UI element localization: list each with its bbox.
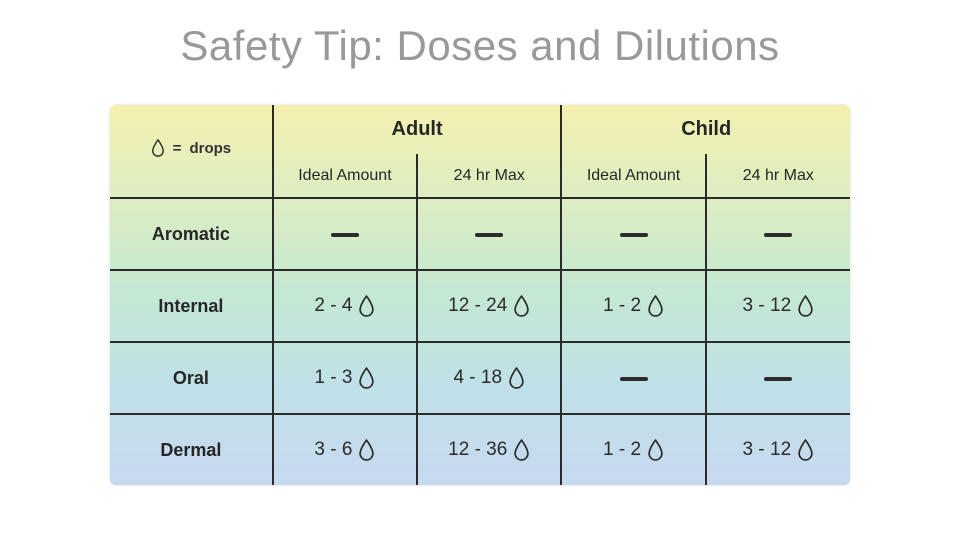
rowlabel-oral: Oral	[110, 342, 273, 414]
dash-icon	[620, 377, 648, 381]
cell-internal-child-max: 3 - 12	[706, 270, 850, 342]
cell-oral-adult-max: 4 - 18	[417, 342, 561, 414]
page-title: Safety Tip: Doses and Dilutions	[0, 22, 960, 70]
drop-icon	[513, 295, 530, 317]
cell-value: 1 - 2	[603, 295, 641, 317]
cell-oral-child-max	[706, 342, 850, 414]
drop-icon	[508, 367, 525, 389]
drops-legend: = drops	[151, 139, 231, 157]
group-header-row: = drops Adult Child	[110, 105, 850, 154]
legend-equals: =	[173, 140, 182, 157]
drop-icon	[513, 439, 530, 461]
subheader-child-ideal: Ideal Amount	[561, 154, 705, 198]
cell-value: 1 - 3	[314, 367, 352, 389]
rowlabel-aromatic: Aromatic	[110, 198, 273, 270]
row-oral: Oral 1 - 3 4 - 18	[110, 342, 850, 414]
cell-oral-child-ideal	[561, 342, 705, 414]
subheader-child-max: 24 hr Max	[706, 154, 850, 198]
cell-value: 3 - 12	[743, 295, 792, 317]
cell-dermal-child-max: 3 - 12	[706, 414, 850, 485]
cell-value: 3 - 12	[743, 439, 792, 461]
drop-icon	[358, 295, 375, 317]
subheader-adult-ideal: Ideal Amount	[273, 154, 417, 198]
cell-value: 4 - 18	[453, 367, 502, 389]
drop-icon	[358, 367, 375, 389]
subheader-adult-max: 24 hr Max	[417, 154, 561, 198]
row-aromatic: Aromatic	[110, 198, 850, 270]
cell-value: 3 - 6	[314, 439, 352, 461]
legend-word: drops	[189, 140, 231, 157]
cell-aromatic-child-max	[706, 198, 850, 270]
dash-icon	[475, 233, 503, 237]
cell-dermal-adult-ideal: 3 - 6	[273, 414, 417, 485]
cell-dermal-adult-max: 12 - 36	[417, 414, 561, 485]
rowlabel-internal: Internal	[110, 270, 273, 342]
legend-cell: = drops	[110, 105, 273, 198]
slide: Safety Tip: Doses and Dilutions = drops …	[0, 0, 960, 540]
cell-value: 12 - 24	[448, 295, 507, 317]
cell-aromatic-child-ideal	[561, 198, 705, 270]
cell-internal-child-ideal: 1 - 2	[561, 270, 705, 342]
cell-aromatic-adult-ideal	[273, 198, 417, 270]
drop-icon	[647, 439, 664, 461]
cell-internal-adult-max: 12 - 24	[417, 270, 561, 342]
drop-icon	[797, 439, 814, 461]
dash-icon	[764, 377, 792, 381]
group-header-child: Child	[561, 105, 850, 154]
cell-value: 12 - 36	[448, 439, 507, 461]
drop-icon	[151, 139, 165, 157]
dash-icon	[331, 233, 359, 237]
cell-internal-adult-ideal: 2 - 4	[273, 270, 417, 342]
cell-aromatic-adult-max	[417, 198, 561, 270]
cell-oral-adult-ideal: 1 - 3	[273, 342, 417, 414]
row-dermal: Dermal 3 - 6 12 - 36 1 - 2 3 - 12	[110, 414, 850, 485]
cell-value: 1 - 2	[603, 439, 641, 461]
drop-icon	[797, 295, 814, 317]
dash-icon	[764, 233, 792, 237]
dosage-table: = drops Adult Child Ideal Amount 24 hr M…	[110, 105, 850, 485]
dash-icon	[620, 233, 648, 237]
cell-dermal-child-ideal: 1 - 2	[561, 414, 705, 485]
group-header-adult: Adult	[273, 105, 562, 154]
cell-value: 2 - 4	[314, 295, 352, 317]
drop-icon	[647, 295, 664, 317]
row-internal: Internal 2 - 4 12 - 24 1 - 2 3 - 12	[110, 270, 850, 342]
dosage-table-container: = drops Adult Child Ideal Amount 24 hr M…	[110, 105, 850, 485]
drop-icon	[358, 439, 375, 461]
rowlabel-dermal: Dermal	[110, 414, 273, 485]
